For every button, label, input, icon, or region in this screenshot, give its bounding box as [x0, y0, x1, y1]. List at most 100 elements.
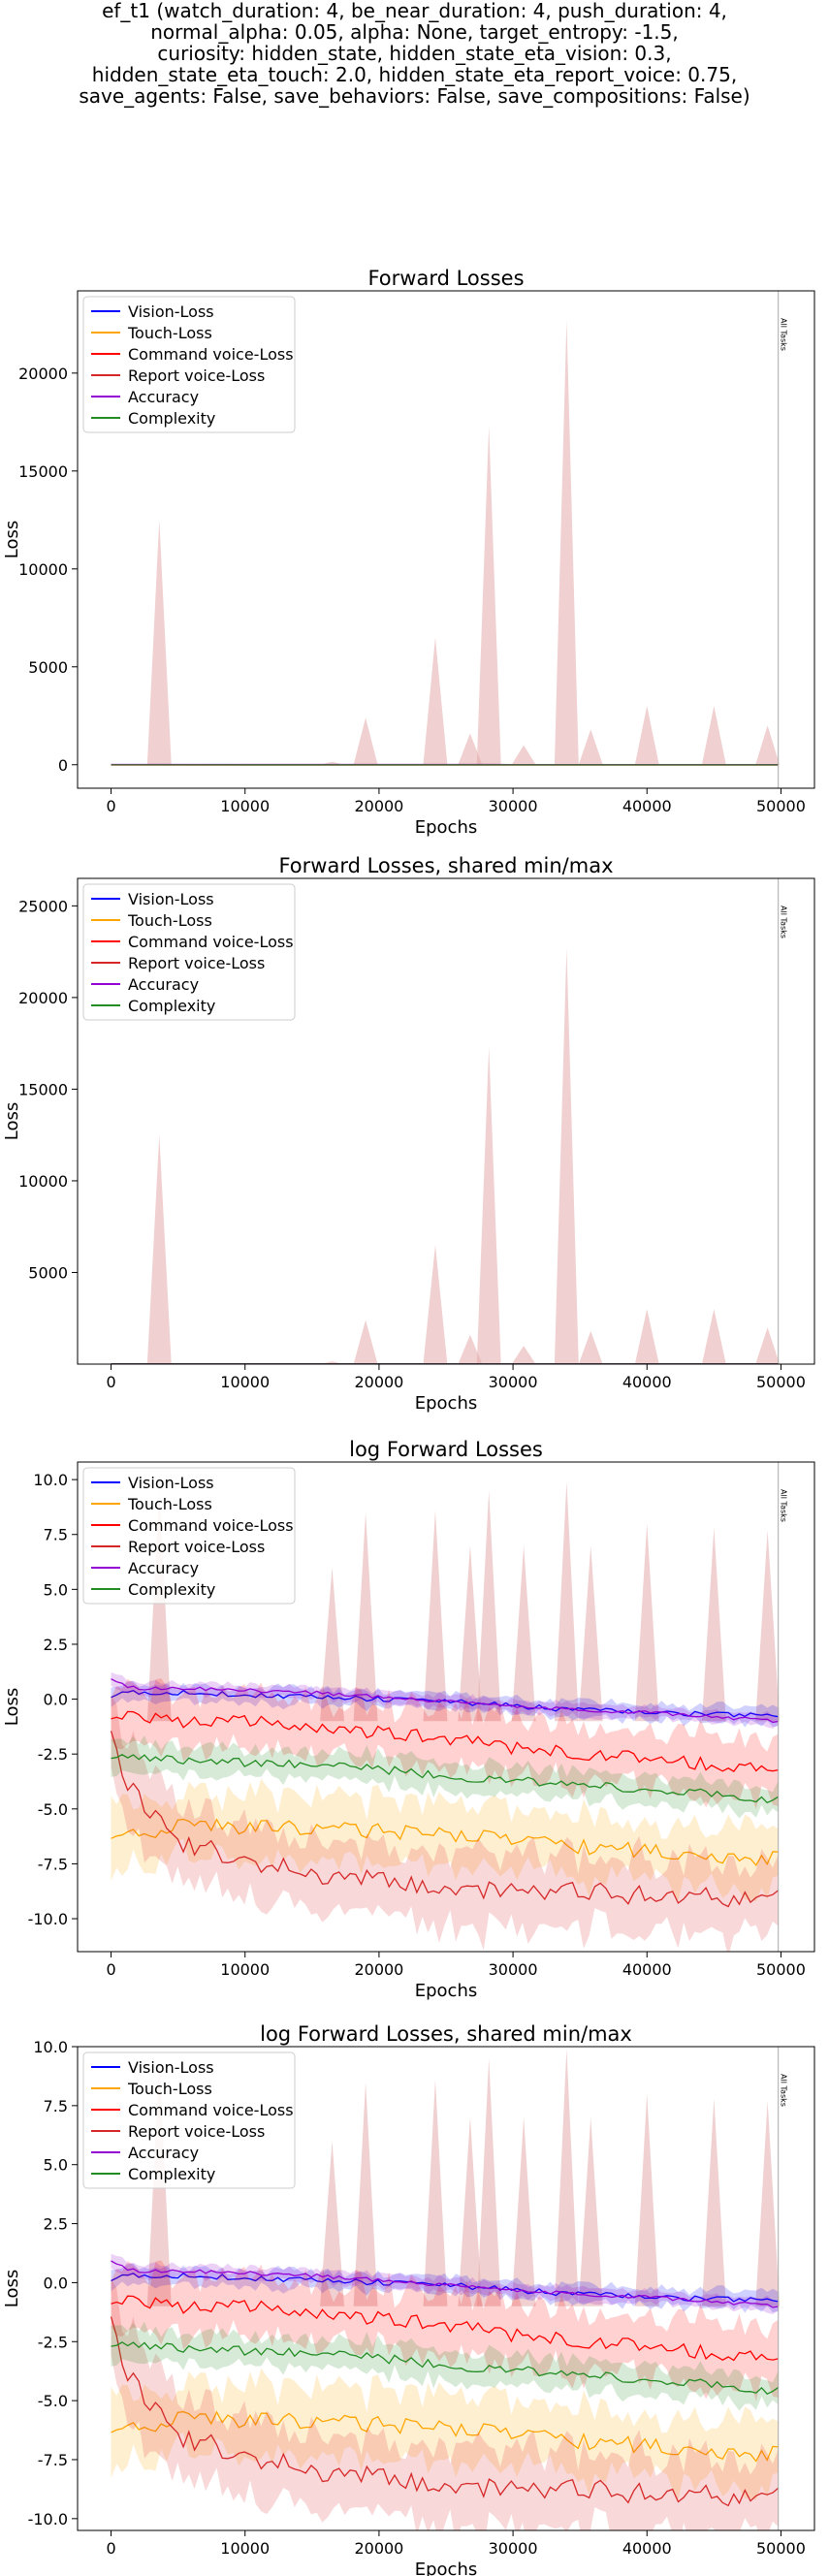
spike-band — [353, 2082, 378, 2306]
chart-log-forward-losses: All Tasks 0 10000 20000 30000 40000 50000 -10.0… — [2, 1438, 815, 2001]
y-tick-label: 25000 — [18, 897, 68, 915]
x-tick-label: 50000 — [756, 1373, 806, 1391]
y-tick-label: -5.0 — [38, 1800, 68, 1819]
spike-band — [511, 1346, 536, 1364]
series-line-report-voice-loss — [110, 1731, 780, 1908]
y-tick-label: 5000 — [28, 1263, 68, 1282]
x-tick-label: 30000 — [489, 1373, 538, 1391]
figure-title-line: save_agents: False, save_behaviors: Fals… — [79, 84, 750, 108]
y-axis-label: Loss — [2, 1102, 22, 1140]
spike-band — [634, 2093, 659, 2306]
legend-label-vision-loss: Vision-Loss — [128, 302, 214, 321]
spike-band — [511, 2117, 536, 2306]
x-tick-label: 10000 — [220, 2539, 270, 2558]
spike-band — [701, 1309, 726, 1364]
legend: Vision-Loss Touch-Loss Command voice-Loss R… — [82, 1467, 296, 1605]
spike-band — [554, 947, 579, 1364]
series-line-touch-loss — [111, 2410, 779, 2463]
x-tick-label: 10000 — [220, 797, 270, 815]
x-tick-label: 0 — [106, 1960, 115, 1979]
spike-band — [423, 2080, 448, 2306]
legend-label-command-voice-loss: Command voice-Loss — [128, 933, 294, 951]
legend-label-accuracy: Accuracy — [128, 388, 199, 406]
chart-forward-losses: All Tasks 0 10000 20000 30000 40000 50000 0 5000… — [2, 267, 815, 838]
spike-band — [701, 706, 726, 765]
spike-band — [578, 2117, 603, 2306]
x-axis-label: Epochs — [415, 817, 478, 838]
legend-label-vision-loss: Vision-Loss — [128, 1474, 214, 1492]
series-line-vision-loss — [111, 2272, 779, 2303]
legend-label-touch-loss: Touch-Loss — [127, 2080, 212, 2098]
spike-band — [146, 1134, 172, 1364]
series-band-report-voice-loss — [111, 1695, 779, 1952]
plot-area — [110, 2049, 781, 2530]
chart-forward-losses-shared: All Tasks 0 10000 20000 30000 40000 50000 5000 1… — [2, 854, 815, 1414]
figure-title-line: ef_t1 (watch_duration: 4, be_near_durati… — [102, 0, 727, 22]
legend-box — [82, 296, 296, 433]
y-tick-label: 20000 — [18, 365, 68, 383]
series-band-vision-loss — [111, 1681, 779, 1728]
y-tick-label: 7.5 — [44, 2097, 68, 2115]
x-axis-label: Epochs — [415, 1393, 478, 1414]
legend: Vision-Loss Touch-Loss Command voice-Loss R… — [82, 296, 296, 433]
y-tick-label: 15000 — [18, 1080, 68, 1098]
spike-band — [511, 1545, 536, 1722]
series-line-touch-loss — [111, 1818, 779, 1867]
spike-band — [423, 637, 448, 765]
y-tick-label: 5.0 — [44, 2156, 68, 2175]
x-tick-label: 40000 — [622, 797, 672, 815]
x-tick-label: 50000 — [756, 2539, 806, 2558]
axes-frame — [77, 877, 815, 1365]
y-tick-label: 5000 — [28, 658, 68, 677]
spike-band — [353, 1512, 378, 1722]
spike-band — [634, 1523, 659, 1722]
task-boundary-label: All Tasks — [780, 1489, 788, 1522]
figure-title-line: hidden_state_eta_touch: 2.0, hidden_stat… — [91, 63, 738, 86]
x-tick-label: 30000 — [489, 797, 538, 815]
series-line-complexity — [111, 1754, 780, 1804]
y-axis-label: Loss — [2, 1688, 22, 1726]
axes-frame — [77, 290, 815, 789]
legend-label-complexity: Complexity — [128, 997, 215, 1015]
spike-band — [554, 320, 579, 765]
spike-band — [554, 1481, 579, 1722]
spike-band — [458, 2117, 483, 2306]
y-tick-label: 20000 — [18, 989, 68, 1007]
legend-label-report-voice-loss: Report voice-Loss — [128, 2122, 265, 2141]
spike-band — [320, 2141, 344, 2306]
y-tick-label: 7.5 — [44, 1526, 68, 1544]
y-tick-label: -2.5 — [38, 1745, 68, 1764]
legend-label-report-voice-loss: Report voice-Loss — [128, 954, 265, 972]
spike-band — [476, 2058, 501, 2306]
spike-band — [701, 1527, 726, 1722]
y-tick-label: -5.0 — [38, 2392, 68, 2410]
x-tick-label: 10000 — [220, 1960, 270, 1979]
series-band-accuracy — [111, 2253, 779, 2314]
y-tick-label: 2.5 — [44, 2215, 68, 2234]
spike-band — [146, 520, 172, 765]
y-tick-label: 10.0 — [33, 2038, 68, 2056]
chart-log-forward-losses-shared: All Tasks 0 10000 20000 30000 40000 50000 -10.0… — [2, 2022, 815, 2576]
spike-band — [755, 1327, 781, 1364]
series-line-command-voice-loss — [111, 2295, 779, 2362]
x-tick-label: 0 — [106, 1373, 115, 1391]
spike-band — [634, 1309, 659, 1364]
y-tick-label: 0.0 — [44, 2274, 68, 2292]
spike-band — [458, 1334, 483, 1364]
legend-label-report-voice-loss: Report voice-Loss — [128, 1538, 265, 1556]
y-tick-label: -7.5 — [38, 2451, 68, 2469]
spike-band — [578, 729, 603, 765]
series-line-accuracy — [111, 1678, 779, 1724]
plot-area — [110, 1481, 781, 1952]
spike-band — [755, 725, 781, 765]
y-tick-label: 0 — [58, 756, 68, 775]
legend-label-vision-loss: Vision-Loss — [128, 890, 214, 908]
chart-title: log Forward Losses — [349, 1438, 543, 1461]
spike-band — [353, 717, 378, 765]
y-tick-label: 10000 — [18, 1172, 68, 1191]
legend-label-command-voice-loss: Command voice-Loss — [128, 1516, 294, 1535]
x-tick-label: 50000 — [756, 1960, 806, 1979]
series-band-touch-loss — [111, 2368, 779, 2500]
spike-band — [353, 1320, 378, 1364]
series-band-touch-loss — [111, 1778, 779, 1902]
